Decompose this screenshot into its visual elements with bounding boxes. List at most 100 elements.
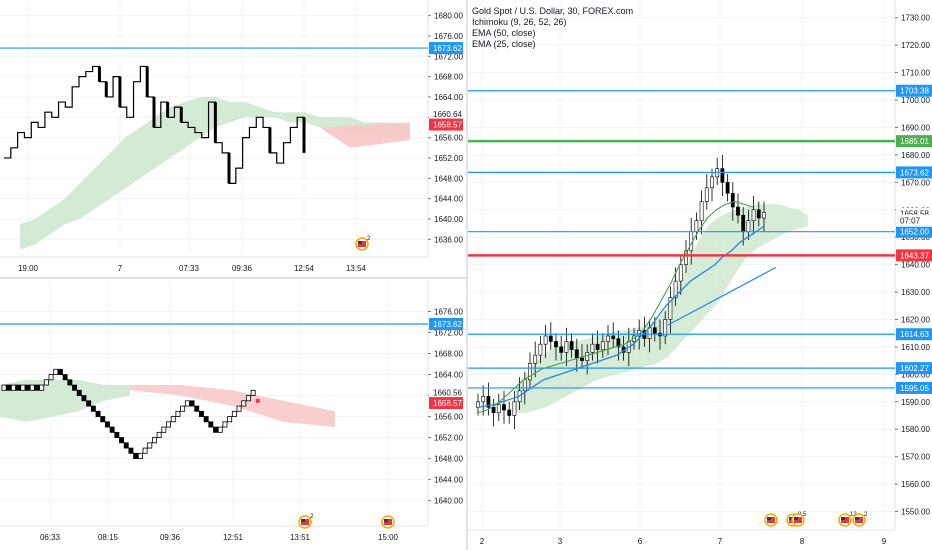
ema-25-line[interactable]	[477, 200, 754, 414]
renko-brick	[62, 374, 68, 381]
renko-brick	[39, 384, 45, 391]
level-price-badge	[429, 42, 463, 55]
price-tick-label: 1656.00	[434, 413, 463, 422]
renko-brick	[34, 384, 40, 391]
right-chart-pane[interactable]: 1730.00 1720.00 1710.00 1700.00 1690.00 1680.…	[468, 0, 932, 550]
price-tick-label: 1710.00	[901, 69, 930, 78]
us-flag-canton	[789, 517, 793, 520]
price-tick-label: 1640.00	[434, 497, 463, 506]
candle-body	[699, 201, 704, 222]
candle-body	[543, 335, 548, 345]
renko-current-brick	[255, 398, 260, 403]
renko-brick	[175, 410, 181, 417]
candle-body	[496, 404, 501, 414]
renko-brick	[1, 384, 7, 391]
renko-brick	[86, 400, 92, 407]
price-tick-label: 1656.00	[434, 134, 463, 143]
renko-brick	[81, 395, 87, 402]
ema-50-line[interactable]	[477, 225, 765, 408]
candle-body	[668, 297, 673, 320]
top-left-chart-pane[interactable]: 1680.00 1676.00 1672.00 1668.00 1664.00 1660.…	[0, 0, 466, 277]
candle-body	[569, 341, 574, 350]
trend-line[interactable]	[667, 266, 777, 326]
renko-brick	[43, 379, 49, 386]
renko-brick	[109, 426, 115, 433]
price-tick-label: 1664.00	[434, 93, 463, 102]
economic-event-marker[interactable]: 2	[355, 236, 371, 251]
renko-brick	[90, 405, 96, 412]
time-tick-label: 9	[882, 537, 887, 546]
economic-event-marker-3[interactable]: 12	[838, 512, 857, 527]
economic-event-marker-2[interactable]: 5	[791, 512, 807, 527]
level-price-badge	[896, 381, 932, 394]
renko-brick	[76, 389, 82, 396]
top-left-chart[interactable]: 1680.00 1676.00 1672.00 1668.00 1664.00 1660.…	[0, 0, 466, 277]
price-tick-label: 1600.00	[901, 370, 930, 379]
bottom-left-chart-pane[interactable]: 1676.001672.001668.001664.001660.001656.…	[0, 279, 466, 550]
last-price-label: 1658.57	[433, 121, 462, 130]
renko-brick	[133, 452, 139, 459]
time-tick-label: 09:36	[160, 533, 181, 542]
renko-brick	[222, 421, 228, 428]
us-flag-canton	[767, 517, 771, 520]
renko-brick	[72, 384, 77, 391]
level-price-label: 1595.05	[900, 384, 929, 393]
economic-event-marker-4[interactable]: 2	[852, 512, 868, 527]
renko-brick	[20, 384, 26, 391]
price-tick-label: 1690.00	[901, 123, 930, 132]
chart-legend[interactable]: Gold Spot / U.S. Dollar, 30, FOREX.com I…	[472, 6, 633, 50]
right-chart[interactable]: 1730.00 1720.00 1710.00 1700.00 1690.00 1680.…	[468, 0, 932, 550]
price-badge-label: 1660.64	[433, 110, 462, 119]
candle-body	[762, 212, 766, 219]
kagi-series[interactable]	[4, 65, 306, 184]
price-tick-label: 1672.00	[434, 329, 463, 338]
price-tick-label: 1550.00	[901, 508, 930, 517]
candle-body	[481, 396, 486, 403]
renko-brick	[95, 410, 101, 417]
bottom-left-chart[interactable]: 1676.001672.001668.001664.001660.001656.…	[0, 279, 466, 550]
candle-body	[673, 280, 678, 298]
indicator-ema-25-label[interactable]: EMA (25, close)	[472, 39, 536, 49]
price-badge-label: 1658.58	[900, 210, 929, 219]
indicator-ema-50-label[interactable]: EMA (50, close)	[472, 28, 536, 38]
level-price-badge	[896, 362, 932, 375]
candle-body	[725, 182, 730, 194]
price-tick-label: 1676.00	[434, 308, 463, 317]
renko-brick	[156, 431, 162, 438]
economic-event-marker-2[interactable]	[381, 515, 395, 529]
candle-body	[533, 354, 538, 364]
economic-event-marker-0[interactable]	[764, 513, 778, 527]
time-tick-label: 12:54	[294, 264, 315, 273]
candle-body	[491, 406, 496, 414]
pane-separator-horizontal[interactable]	[0, 277, 466, 279]
renko-brick	[100, 416, 106, 423]
renko-series[interactable]	[1, 368, 260, 459]
renko-brick	[184, 400, 190, 407]
time-tick-label: 13:51	[290, 533, 311, 542]
symbol-title[interactable]: Gold Spot / U.S. Dollar, 30, FOREX.com	[472, 6, 634, 16]
economic-event-marker[interactable]: 2	[298, 514, 314, 529]
price-tick-label: 1644.00	[434, 195, 463, 204]
us-flag-canton	[794, 517, 798, 520]
renko-brick	[48, 374, 54, 381]
renko-brick	[241, 400, 247, 407]
last-price-badge	[429, 397, 463, 410]
candle-body	[663, 319, 668, 337]
price-tick-label: 1668.00	[434, 350, 463, 359]
grid	[468, 0, 895, 528]
time-tick-label: 15:00	[378, 533, 399, 542]
candle-body	[730, 192, 735, 208]
price-tick-label: 1590.00	[901, 398, 930, 407]
time-tick-label: 8	[800, 537, 805, 546]
renko-brick	[189, 400, 195, 407]
pane-separator-vertical[interactable]	[466, 0, 468, 550]
price-tick-label: 1668.00	[434, 73, 463, 82]
event-count: 2	[367, 236, 371, 242]
level-price-label: 1673.62	[433, 320, 462, 329]
renko-brick	[137, 452, 143, 459]
price-tick-label: 1680.00	[434, 12, 463, 21]
indicator-ichimoku-label[interactable]: Ichimoku (9, 26, 52, 26)	[472, 17, 567, 27]
time-tick-label: 7	[118, 264, 123, 273]
price-tick-label: 1620.00	[901, 315, 930, 324]
level-price-badge	[429, 318, 463, 331]
